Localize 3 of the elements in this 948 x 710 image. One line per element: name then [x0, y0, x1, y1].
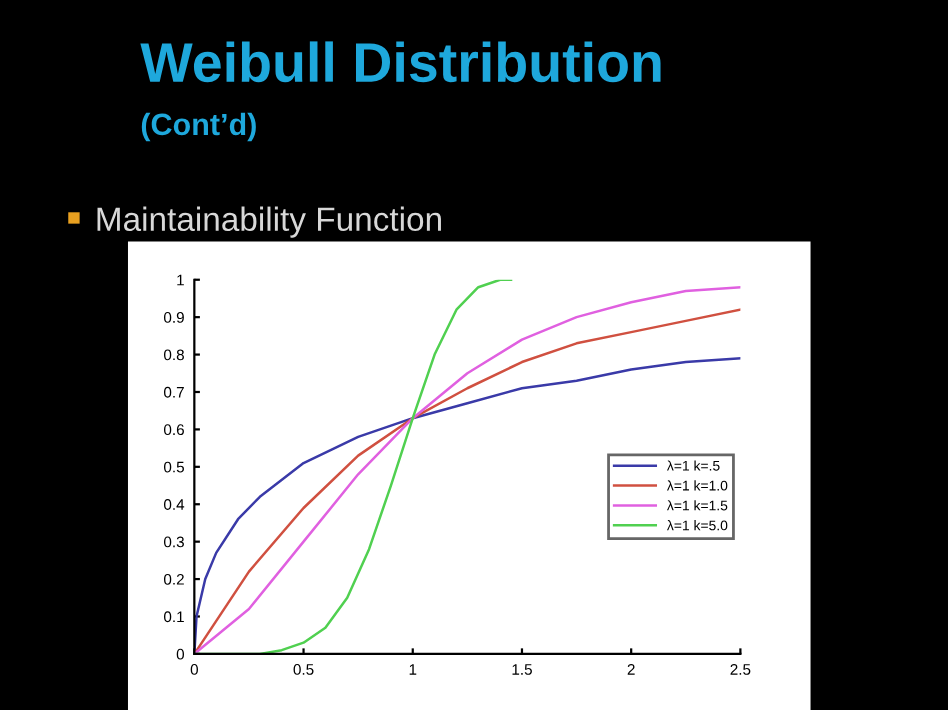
chart-title: Weibull Distribution	[140, 41, 661, 83]
chart-subtitle: (Cont’d)	[141, 112, 256, 142]
text: Maintainability Function	[97, 206, 441, 238]
